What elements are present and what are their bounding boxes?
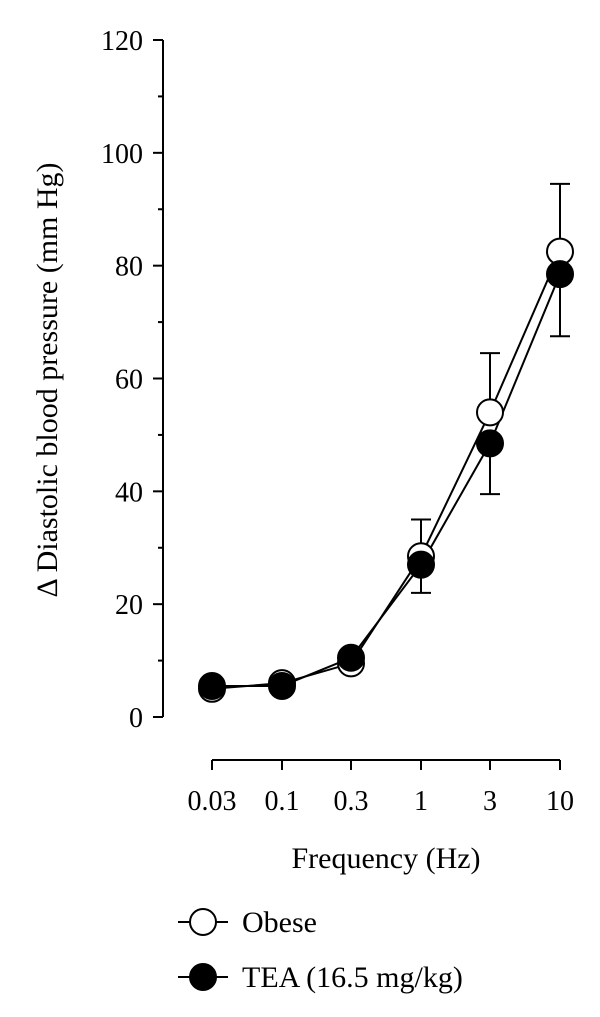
legend: Obese TEA (16.5 mg/kg) [178, 906, 463, 994]
data-point-filled [546, 260, 574, 289]
x-tick-label: 3 [483, 786, 497, 817]
data-point-filled [268, 671, 296, 700]
y-axis: 0 20 40 60 80 100 120 [101, 26, 164, 734]
legend-marker-open [189, 908, 217, 936]
series-layer [198, 182, 574, 703]
x-axis: 0.03 0.1 0.3 1 3 10 [188, 759, 574, 817]
data-point-open [476, 398, 504, 427]
y-tick-label: 20 [115, 590, 143, 621]
x-tick-label: 0.3 [334, 786, 369, 817]
y-tick-label: 80 [115, 252, 143, 283]
y-tick-label: 40 [115, 477, 143, 508]
series-line [211, 251, 561, 690]
x-tick-label: 1 [414, 786, 428, 817]
legend-label: Obese [242, 906, 317, 939]
series-line [212, 273, 561, 687]
x-tick-label: 0.1 [265, 786, 300, 817]
x-tick-label: 10 [546, 786, 574, 817]
data-point-filled [198, 671, 226, 700]
x-tick-label: 0.03 [188, 786, 237, 817]
legend-marker-filled [189, 963, 217, 991]
data-point-filled [337, 643, 365, 672]
legend-label: TEA (16.5 mg/kg) [242, 961, 463, 994]
y-tick-label: 100 [101, 139, 143, 170]
data-point-filled [476, 429, 504, 458]
y-tick-label: 60 [115, 365, 143, 396]
y-tick-label: 0 [129, 703, 143, 734]
y-axis-title: Δ Diastolic blood pressure (mm Hg) [31, 162, 64, 597]
y-tick-label: 120 [101, 26, 143, 57]
x-axis-title: Frequency (Hz) [291, 842, 480, 875]
data-point-filled [407, 550, 435, 579]
